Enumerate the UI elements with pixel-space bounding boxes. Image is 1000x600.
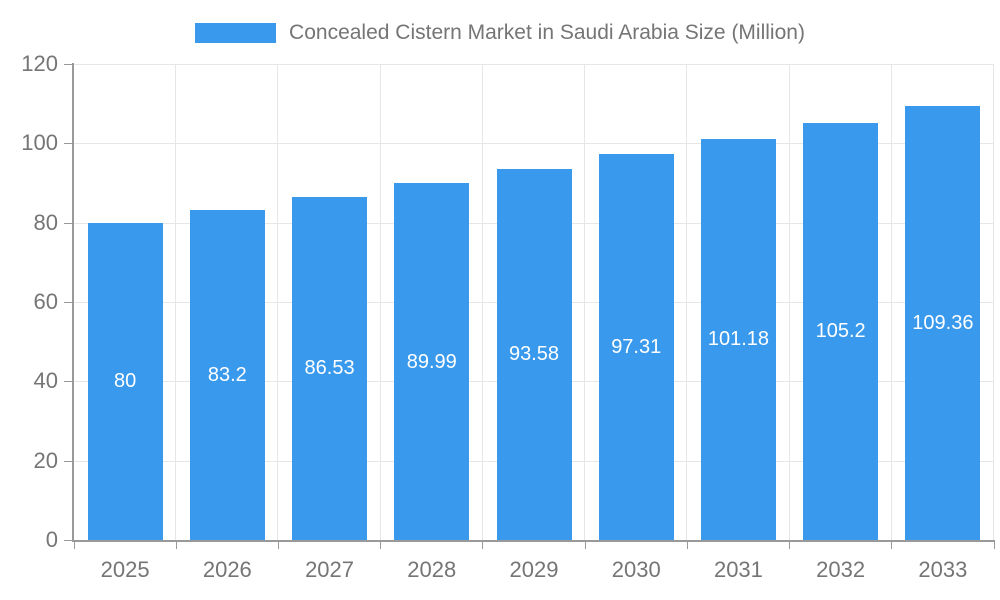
bar: 109.36 — [905, 106, 981, 540]
x-axis-tick — [686, 540, 688, 549]
v-gridline — [993, 64, 994, 540]
x-axis-label: 2031 — [713, 557, 763, 582]
bar-value-label: 83.2 — [207, 363, 247, 386]
y-axis-label: 60 — [33, 289, 58, 314]
x-axis-label: 2033 — [918, 557, 968, 582]
bar-value-label: 89.99 — [406, 350, 457, 373]
bar: 97.31 — [598, 154, 674, 540]
x-axis-label: 2032 — [816, 557, 866, 582]
bar-value-label: 86.53 — [304, 357, 355, 380]
v-gridline — [788, 64, 790, 540]
plot-area: 80 83.2 86.53 89.99 93.58 97.31 101.18 105.2 109… — [74, 64, 994, 540]
legend-item[interactable]: Concealed Cistern Market in Saudi Arabia… — [195, 21, 805, 45]
legend: Concealed Cistern Market in Saudi Arabia… — [0, 21, 1000, 45]
bar-value-label: 93.58 — [508, 343, 560, 366]
bar-value-label: 109.36 — [912, 312, 974, 335]
v-gridline — [379, 64, 381, 540]
x-axis-tick — [277, 540, 279, 549]
x-axis-label: 2029 — [509, 557, 559, 582]
v-gridline — [277, 64, 279, 540]
bar-value-label: 105.2 — [815, 320, 866, 343]
y-axis-tick — [64, 64, 73, 65]
y-axis-label: 80 — [33, 209, 58, 235]
bar: 83.2 — [189, 209, 265, 540]
legend-label: Concealed Cistern Market in Saudi Arabia… — [289, 21, 805, 44]
x-axis-tick — [482, 540, 484, 549]
bar: 80 — [87, 222, 163, 540]
y-axis-label: 40 — [33, 368, 58, 394]
bar: 105.2 — [803, 122, 879, 540]
y-axis-line — [72, 63, 74, 542]
h-gridline — [74, 64, 994, 65]
y-axis-tick — [64, 143, 73, 145]
y-axis-tick — [64, 460, 73, 462]
h-gridline — [74, 143, 994, 145]
x-axis-line — [72, 540, 994, 542]
x-axis-label: 2025 — [100, 557, 150, 582]
bar-value-label: 80 — [113, 370, 137, 393]
v-gridline — [175, 64, 177, 540]
x-axis-tick — [380, 540, 382, 549]
bar-value-label: 97.31 — [611, 336, 662, 358]
bar: 86.53 — [292, 196, 368, 540]
x-axis-tick — [993, 540, 995, 549]
bar: 89.99 — [394, 183, 470, 540]
bar: 101.18 — [700, 138, 776, 540]
y-axis-label: 20 — [33, 447, 58, 473]
y-axis-tick — [64, 381, 73, 383]
v-gridline — [584, 64, 586, 540]
legend-swatch — [195, 23, 277, 43]
y-axis-label: 0 — [45, 527, 58, 552]
x-axis-tick — [891, 540, 893, 549]
x-axis-tick — [73, 540, 75, 549]
y-axis-label: 100 — [21, 130, 58, 156]
v-gridline — [686, 64, 688, 540]
v-gridline — [890, 64, 892, 540]
x-axis-tick — [584, 540, 586, 549]
y-axis-tick — [64, 222, 73, 224]
y-axis-tick — [64, 302, 73, 303]
x-axis-label: 2026 — [202, 557, 252, 582]
x-axis-label: 2027 — [305, 557, 355, 582]
x-axis-tick — [175, 540, 177, 549]
x-axis-label: 2030 — [611, 557, 661, 582]
y-axis-label: 120 — [21, 51, 58, 76]
x-axis-label: 2028 — [407, 557, 457, 582]
y-axis-tick — [64, 540, 73, 541]
bar-value-label: 101.18 — [707, 328, 770, 351]
bar: 93.58 — [496, 168, 572, 540]
v-gridline — [481, 64, 483, 540]
x-axis-tick — [789, 540, 791, 549]
